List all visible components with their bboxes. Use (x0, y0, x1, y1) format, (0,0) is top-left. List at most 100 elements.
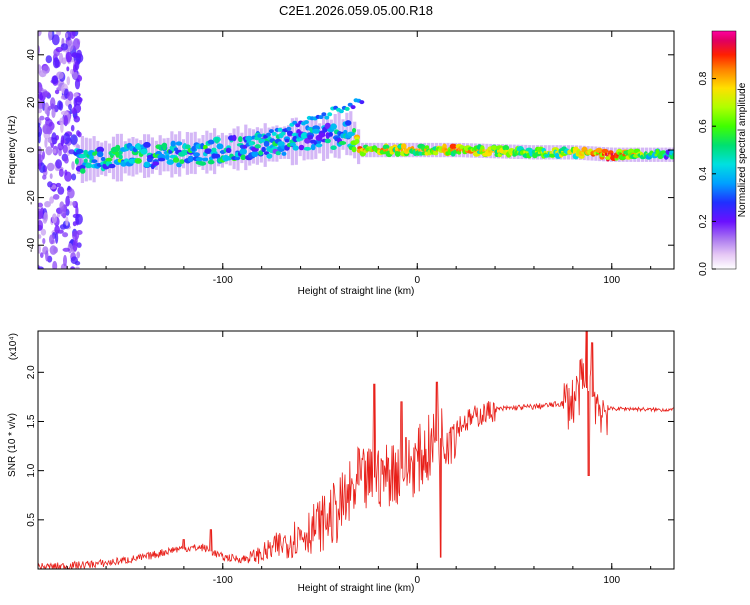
spectrogram-core-cell (543, 150, 547, 154)
spectrogram-ridge-cell (261, 146, 266, 153)
spectrogram-noise-blob (45, 146, 53, 156)
spectrogram-noise-blob (45, 55, 52, 64)
snr-y-tick-label: 1.0 (26, 463, 37, 477)
spectrogram-halo-cell (123, 141, 127, 174)
spectrogram-core-cell (572, 150, 576, 154)
spectrogram-noise-blob (68, 149, 75, 155)
spectrogram-noise-blob (76, 49, 82, 59)
spectrogram-ridge-cell (281, 151, 287, 156)
colorbar-tick-label: 0.2 (698, 214, 709, 228)
spectrogram-noise-blob (64, 169, 68, 176)
spectrogram-noise-blob (60, 122, 64, 133)
spectrogram-halo-cell (314, 118, 318, 159)
spectrogram-noise-blob (51, 34, 60, 46)
spectrogram-ridge-cell (263, 140, 270, 147)
spectrogram-halo-cell (143, 134, 147, 178)
snr-x-label: Height of straight line (km) (298, 583, 415, 594)
spectrogram-noise-blob (52, 194, 60, 200)
spectrogram-noise-blob (62, 232, 69, 238)
spectrogram-ridge-cell (284, 138, 290, 143)
spectrogram-branch-cell (280, 131, 286, 136)
spectrogram-noise-blob (69, 31, 76, 39)
spectrogram-noise-blob (38, 234, 42, 239)
spectrogram-ridge-cell (202, 157, 209, 162)
spectrogram-noise-blob (53, 246, 58, 254)
spectrogram-ridge-cell (152, 161, 160, 166)
spectrogram-ridge-cell (286, 130, 293, 136)
spectrogram-branch-cell (257, 133, 263, 138)
spectrogram-core-cell (622, 153, 625, 157)
spectrogram-halo-cell (259, 128, 263, 163)
spectrogram-noise-blob (66, 66, 70, 72)
spectrogram-halo-cell (287, 125, 291, 159)
spectrogram-noise-blob (73, 115, 81, 123)
spectrogram-noise-blob (74, 261, 81, 266)
spectrogram-halo-cell (96, 140, 100, 177)
spectrogram-panel: -100 0 100 -40 -20 0 20 40 Height of straight l… (7, 30, 675, 297)
spectrogram-core-cell (549, 150, 552, 154)
spectrogram-ridge-cell (502, 145, 510, 151)
spectrogram-ridge-cell (307, 134, 314, 140)
spectrogram-ridge-cell (216, 143, 224, 150)
spectrogram-branch-cell (248, 141, 254, 146)
spectrogram-noise-blob (67, 91, 74, 101)
spectrogram-halo-cell (197, 138, 201, 167)
spectrogram-noise-blob (54, 89, 60, 95)
spectrogram-ridge-cell (292, 145, 299, 151)
spectrogram-branch-cell (266, 132, 271, 137)
spectrogram-noise-blob (38, 220, 44, 231)
snr-x-tick-label: 100 (603, 575, 620, 586)
spectrogram-ridge-cell (595, 147, 603, 154)
spectrogram-ridge-cell (303, 146, 312, 151)
spectrogram-branch-cell (260, 138, 266, 143)
spectrogram-ridge-cell (193, 152, 200, 157)
spectrogram-ridge-cell (234, 156, 241, 161)
colorbar-tick-label: 0.4 (698, 166, 709, 180)
spectrogram-ridge-cell (175, 141, 183, 146)
spectrogram-noise-blob (47, 181, 53, 188)
spectrogram-noise-blob (76, 251, 81, 259)
spectrogram-noise-blob (67, 185, 71, 191)
spectrogram-ridge-cell (240, 154, 246, 161)
spectrogram-core-cell (537, 150, 541, 154)
snr-ticks: -100 0 100 0.5 1.0 1.5 2.0 (26, 331, 674, 586)
spectrogram-noise-blob (72, 221, 77, 227)
spectrogram-noise-blob (62, 247, 71, 252)
spectrogram-noise-blob (68, 103, 73, 111)
spectrogram-core-cell (605, 152, 608, 156)
spectrogram-ridge-cell (165, 154, 170, 160)
spectrogram-noise-blob (65, 32, 69, 39)
spectrogram-ridge-cell (394, 150, 401, 157)
spectrogram-noise-blob (51, 108, 56, 119)
spectrogram-branch-cell (321, 112, 327, 117)
spectrogram-core-cell (569, 150, 573, 154)
spectrogram-noise-blob (59, 201, 65, 210)
snr-y-tick-label: 2.0 (26, 365, 37, 379)
spectrogram-ridge-cell (275, 151, 281, 156)
spectrogram-noise-blob (70, 124, 75, 132)
spectrogram-ridge-cell (354, 139, 360, 144)
spectrogram-noise-blob (42, 124, 51, 135)
colorbar-label: Normalized spectral amplitude (737, 82, 748, 217)
spectrogram-ridge-cell (134, 158, 142, 164)
spectrogram-ridge-cell (310, 143, 316, 151)
spectrogram-ridge-cell (330, 145, 337, 150)
spectrogram-halo-cell (104, 140, 108, 177)
spectrogram-ridge-cell (118, 154, 123, 160)
spectrogram-noise-blob (60, 110, 69, 116)
spectrogram-core-cell (616, 153, 619, 157)
spectrogram-x-tick-label: -100 (213, 275, 233, 286)
spectrogram-branch-cell (327, 112, 333, 117)
snr-y-tick-label: 1.5 (26, 414, 37, 428)
spectrogram-noise-blob (71, 173, 77, 181)
spectrogram-noise-blob (76, 242, 82, 248)
spectrogram-noise-blob (40, 228, 47, 236)
spectrogram-halo-cell (248, 128, 252, 166)
spectrogram-branch-cell (338, 109, 344, 114)
spectrogram-ridge-cell (108, 163, 116, 169)
spectrogram-ridge-cell (449, 143, 457, 149)
snr-frame (37, 330, 675, 570)
spectrogram-ridge-cell (83, 149, 89, 156)
spectrogram-halo-cell (310, 119, 314, 160)
spectrogram-noise-blob (65, 216, 69, 226)
